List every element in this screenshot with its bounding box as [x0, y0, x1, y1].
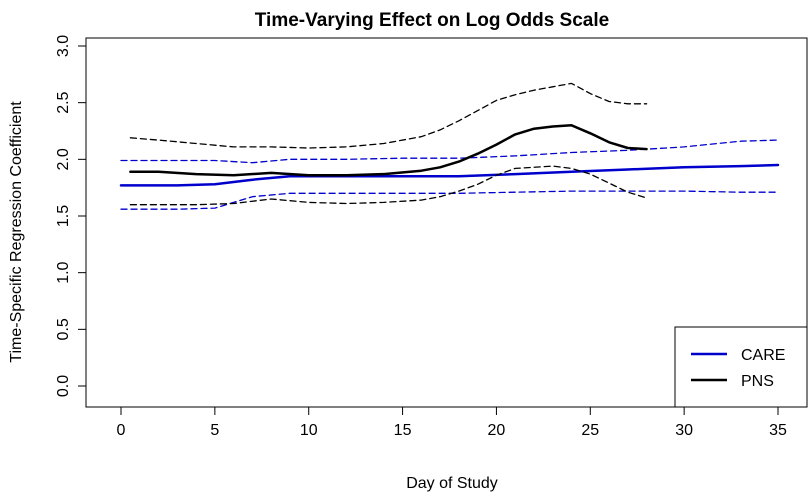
series-line-care-lower [120, 190, 779, 210]
x-tick-label: 0 [117, 422, 126, 439]
y-axis: 0.0 0.5 1.0 1.5 2.0 2.5 3.0 [55, 35, 87, 397]
y-tick-label: 2.0 [55, 148, 72, 170]
legend-label-pns: PNS [741, 373, 774, 390]
legend-box [674, 326, 808, 408]
series-line-pns-upper [129, 82, 648, 149]
chart-title: Time-Varying Effect on Log Odds Scale [255, 10, 609, 31]
x-axis-label: Day of Study [406, 475, 498, 492]
y-tick-label: 0.0 [55, 375, 72, 397]
x-tick-label: 30 [675, 422, 693, 439]
series-line-pns [129, 124, 648, 177]
y-tick-label: 1.0 [55, 261, 72, 283]
x-tick-label: 35 [769, 422, 787, 439]
series-layer [119, 82, 780, 210]
legend: CARE PNS [674, 326, 808, 408]
y-tick-label: 1.5 [55, 205, 72, 227]
x-tick-label: 15 [394, 422, 412, 439]
y-tick-label: 2.5 [55, 91, 72, 113]
series-line-care-upper [120, 139, 779, 164]
y-tick-label: 0.5 [55, 318, 72, 340]
y-tick-label: 3.0 [55, 35, 72, 57]
x-axis: 0 5 10 15 20 25 30 35 [117, 406, 787, 439]
x-tick-label: 5 [210, 422, 219, 439]
x-tick-label: 10 [300, 422, 318, 439]
x-tick-label: 25 [581, 422, 599, 439]
x-tick-label: 20 [488, 422, 506, 439]
series-line-pns-lower [129, 165, 648, 206]
y-axis-label: Time-Specific Regression Coefficient [8, 101, 25, 363]
legend-label-care: CARE [741, 347, 785, 364]
series-line-care [119, 163, 780, 187]
